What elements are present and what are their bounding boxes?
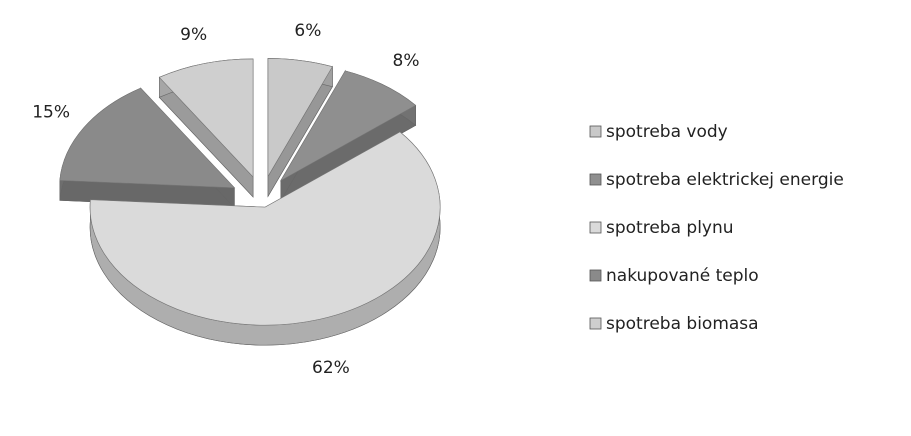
legend-swatch <box>589 269 602 282</box>
slice <box>279 70 417 182</box>
legend-label: spotreba plynu <box>606 218 734 238</box>
legend-label: nakupované teplo <box>606 266 759 286</box>
legend-swatch <box>589 221 602 234</box>
legend-label: spotreba vody <box>606 122 728 142</box>
data-label: 9% <box>180 25 207 45</box>
legend-swatch <box>589 125 602 138</box>
slice <box>59 87 236 189</box>
legend-label: spotreba elektrickej energie <box>606 170 844 190</box>
data-label: 15% <box>32 102 70 122</box>
slice <box>158 58 254 178</box>
data-label: 8% <box>393 51 420 71</box>
legend-label: spotreba biomasa <box>606 314 759 334</box>
data-label: 62% <box>312 358 350 378</box>
pie-tops <box>59 58 441 326</box>
slice <box>267 58 333 178</box>
data-label: 6% <box>294 21 321 41</box>
slice <box>89 131 441 326</box>
legend-swatch <box>589 317 602 330</box>
legend-swatch <box>589 173 602 186</box>
